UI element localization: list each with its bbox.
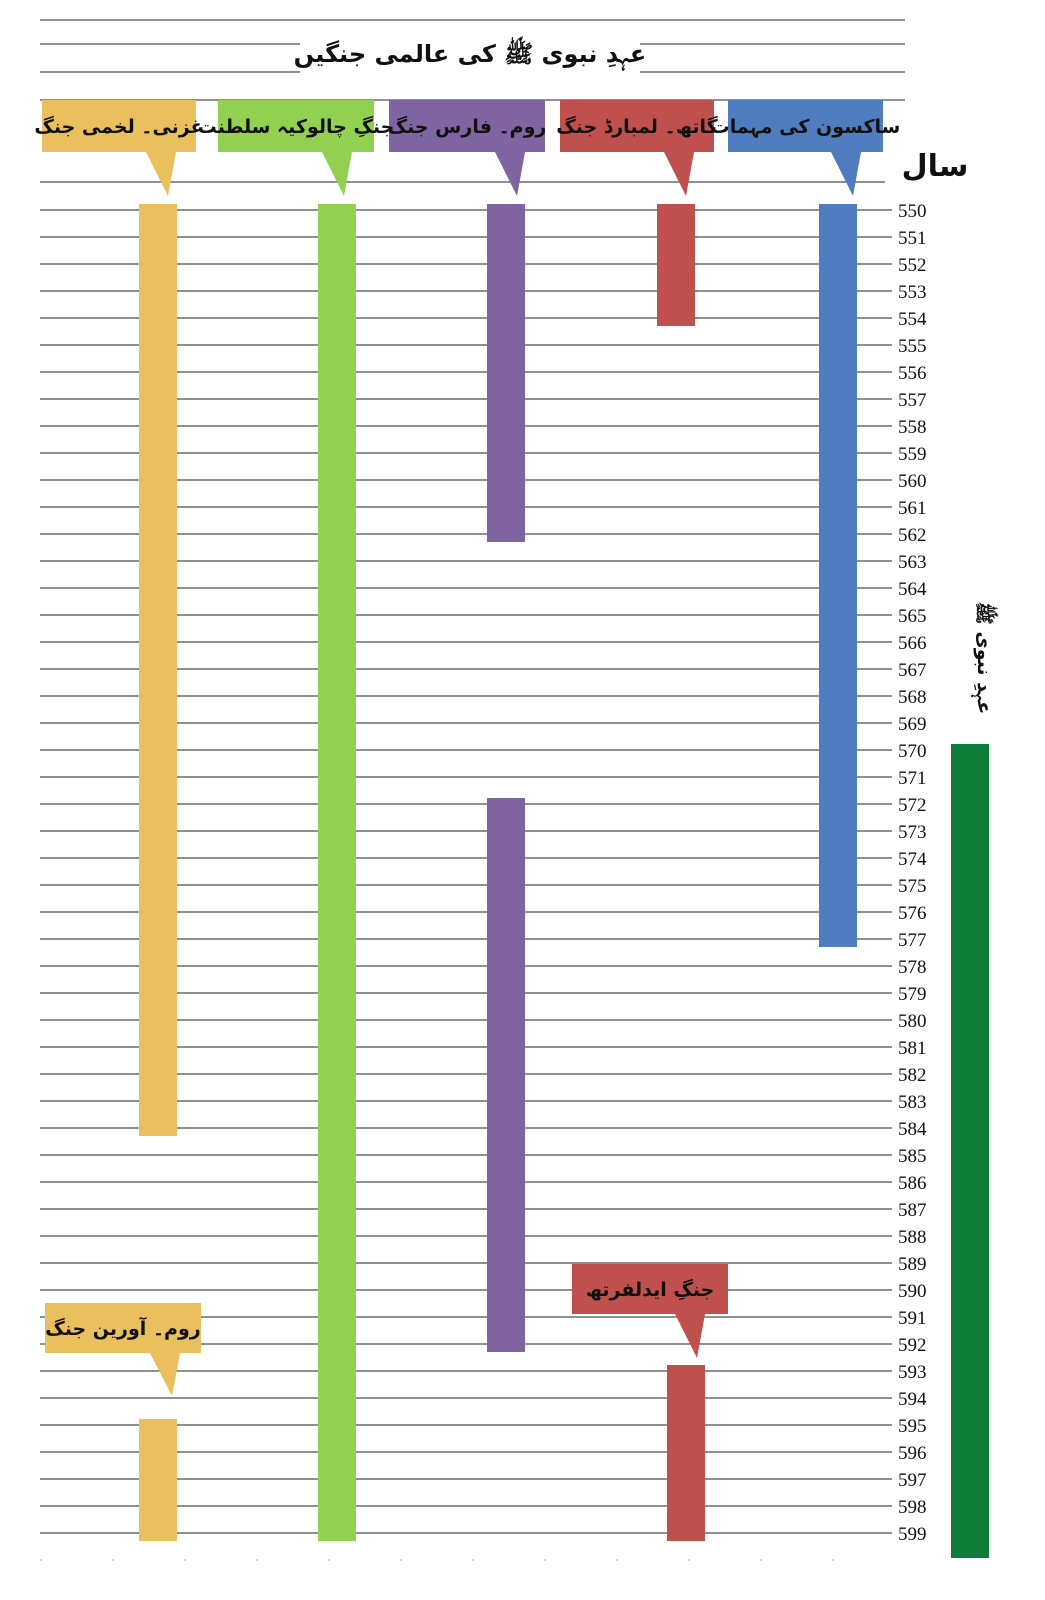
year-label: 592 <box>898 1335 927 1356</box>
lane-group: ساکسون کی مہمات <box>711 100 901 947</box>
year-label: 583 <box>898 1092 927 1113</box>
lane-label: جنگِ ایدلفرتھ <box>586 1278 715 1301</box>
gridlines <box>40 181 885 1561</box>
year-label: 590 <box>898 1281 927 1302</box>
lane-bar <box>667 1365 705 1541</box>
lane-bar <box>819 204 857 947</box>
year-label: 597 <box>898 1470 927 1491</box>
year-label: 558 <box>898 417 927 438</box>
year-label: 575 <box>898 876 927 897</box>
year-label: 586 <box>898 1173 927 1194</box>
lane-label: روم۔ فارس جنگ <box>388 115 547 138</box>
year-label: 598 <box>898 1497 927 1518</box>
year-label: 566 <box>898 633 927 654</box>
lane-group: جنگِ ایدلفرتھ <box>572 1264 728 1541</box>
lane-label: جنگِ چالوکیہ سلطنت <box>198 115 395 138</box>
year-label: 564 <box>898 579 927 600</box>
year-label: 599 <box>898 1524 927 1545</box>
lane-bar <box>487 798 525 1352</box>
year-label: 582 <box>898 1065 927 1086</box>
year-label: 572 <box>898 795 927 816</box>
lane-label: روم۔ آورین جنگ <box>45 1316 200 1340</box>
lane-callout <box>728 100 883 196</box>
year-label: 591 <box>898 1308 927 1329</box>
lane-label: غزنی۔ لخمی جنگ <box>34 115 203 138</box>
year-label: 567 <box>898 660 927 681</box>
lane-group: روم۔ آورین جنگ <box>45 1303 201 1541</box>
lane-label: گاتھ۔ لمبارڈ جنگ <box>556 115 718 138</box>
year-label: 563 <box>898 552 927 573</box>
year-label: 581 <box>898 1038 927 1059</box>
year-label: 550 <box>898 201 927 222</box>
era-bar <box>951 744 989 1558</box>
year-label: 574 <box>898 849 927 870</box>
year-label: 560 <box>898 471 927 492</box>
year-label: 589 <box>898 1254 927 1275</box>
year-label: 561 <box>898 498 927 519</box>
year-label: 562 <box>898 525 927 546</box>
year-label: 573 <box>898 822 927 843</box>
year-label: 576 <box>898 903 927 924</box>
era-band: عہدِ نبوی ﷺ <box>951 602 999 1558</box>
lane-callout <box>389 100 545 196</box>
lane-bar <box>487 204 525 542</box>
lane-callout <box>218 100 374 196</box>
lane-bar <box>657 204 695 326</box>
year-label: 588 <box>898 1227 927 1248</box>
year-label: 554 <box>898 309 927 330</box>
year-label: 595 <box>898 1416 927 1437</box>
year-label: 594 <box>898 1389 927 1410</box>
lane-label: ساکسون کی مہمات <box>711 116 901 138</box>
chart-title: عہدِ نبوی ﷺ کی عالمی جنگیں <box>294 36 647 71</box>
year-label: 587 <box>898 1200 927 1221</box>
year-label: 584 <box>898 1119 927 1140</box>
lane-bar <box>139 204 177 1136</box>
year-label: 578 <box>898 957 927 978</box>
axis-title: سال <box>902 149 969 184</box>
year-label: 596 <box>898 1443 927 1464</box>
year-label: 593 <box>898 1362 927 1383</box>
year-label: 579 <box>898 984 927 1005</box>
year-label: 559 <box>898 444 927 465</box>
year-axis: 550 551 552 553 554 555 556 557 558 559 560 561 562 5… <box>885 201 927 1545</box>
year-label: 577 <box>898 930 927 951</box>
title-block: عہدِ نبوی ﷺ کی عالمی جنگیں <box>40 19 905 101</box>
year-label: 555 <box>898 336 927 357</box>
year-label: 585 <box>898 1146 927 1167</box>
year-label: 569 <box>898 714 927 735</box>
lane-callout <box>572 1264 728 1358</box>
lane-callout <box>560 100 714 196</box>
era-label: عہدِ نبوی ﷺ <box>971 602 999 715</box>
year-label: 580 <box>898 1011 927 1032</box>
lane-callout <box>42 100 196 196</box>
lane-group: غزنی۔ لخمی جنگ <box>34 100 204 1136</box>
year-label: 553 <box>898 282 927 303</box>
year-label: 568 <box>898 687 927 708</box>
year-label: 552 <box>898 255 927 276</box>
year-label: 565 <box>898 606 927 627</box>
lane-callout <box>45 1303 201 1396</box>
lane-group: جنگِ چالوکیہ سلطنت <box>198 100 395 1541</box>
year-label: 551 <box>898 228 927 249</box>
lane-bar <box>139 1419 177 1541</box>
year-label: 556 <box>898 363 927 384</box>
lane-group: گاتھ۔ لمبارڈ جنگ <box>556 100 719 326</box>
lane-bar <box>318 204 356 1541</box>
year-label: 557 <box>898 390 927 411</box>
year-label: 571 <box>898 768 927 789</box>
year-label: 570 <box>898 741 927 762</box>
lane-group: روم۔ فارس جنگ <box>388 100 547 1352</box>
